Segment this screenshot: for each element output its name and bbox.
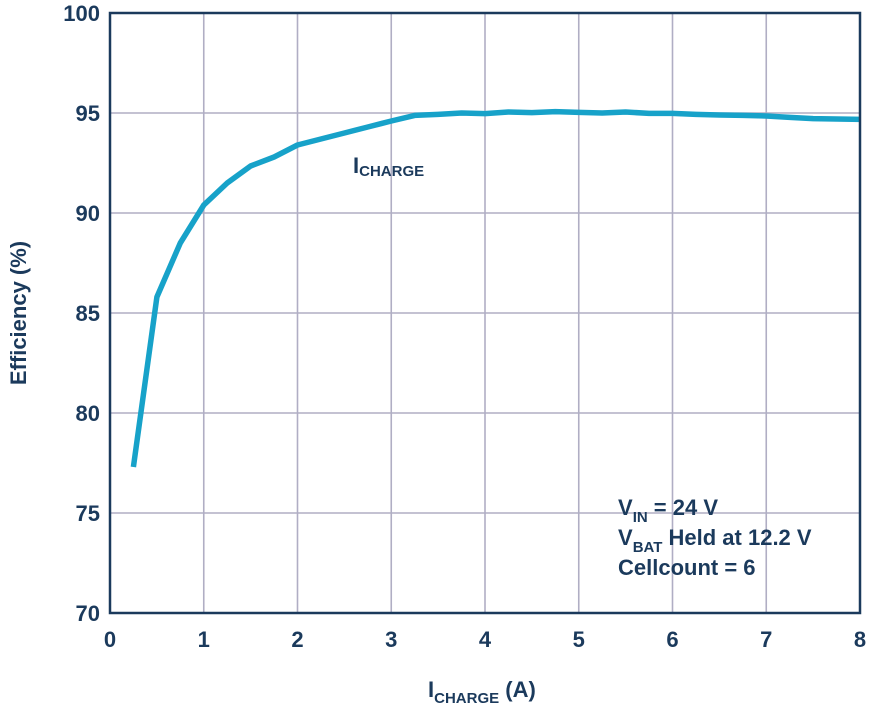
y-tick-label: 70 <box>76 601 100 626</box>
y-axis-label: Efficiency (%) <box>6 241 31 385</box>
x-tick-label: 1 <box>198 627 210 652</box>
y-tick-label: 75 <box>76 501 100 526</box>
series-line-icharge <box>130 108 861 468</box>
y-tick-label: 80 <box>76 401 100 426</box>
annotation-vbat: VBAT Held at 12.2 V <box>618 525 812 556</box>
y-tick-label: 95 <box>76 101 100 126</box>
y-tick-labels: 70 75 80 85 90 95 100 <box>63 1 100 626</box>
x-tick-label: 6 <box>666 627 678 652</box>
x-tick-label: 4 <box>479 627 492 652</box>
x-tick-label: 8 <box>854 627 866 652</box>
x-tick-label: 5 <box>573 627 585 652</box>
y-tick-label: 100 <box>63 1 100 26</box>
x-axis-label: ICHARGE (A) <box>428 677 536 707</box>
y-tick-label: 85 <box>76 301 100 326</box>
x-tick-label: 3 <box>385 627 397 652</box>
x-tick-label: 2 <box>291 627 303 652</box>
y-tick-label: 90 <box>76 201 100 226</box>
series-label: ICHARGE <box>353 153 424 180</box>
x-tick-labels: 0 1 2 3 4 5 6 7 8 <box>104 627 866 652</box>
grid <box>110 13 860 613</box>
annotation-vin: VIN = 24 V <box>618 495 718 526</box>
series-layer <box>130 108 861 468</box>
x-tick-label: 0 <box>104 627 116 652</box>
x-tick-label: 7 <box>760 627 772 652</box>
annotation-cellcount: Cellcount = 6 <box>618 555 756 580</box>
plot-frame <box>108 11 862 615</box>
